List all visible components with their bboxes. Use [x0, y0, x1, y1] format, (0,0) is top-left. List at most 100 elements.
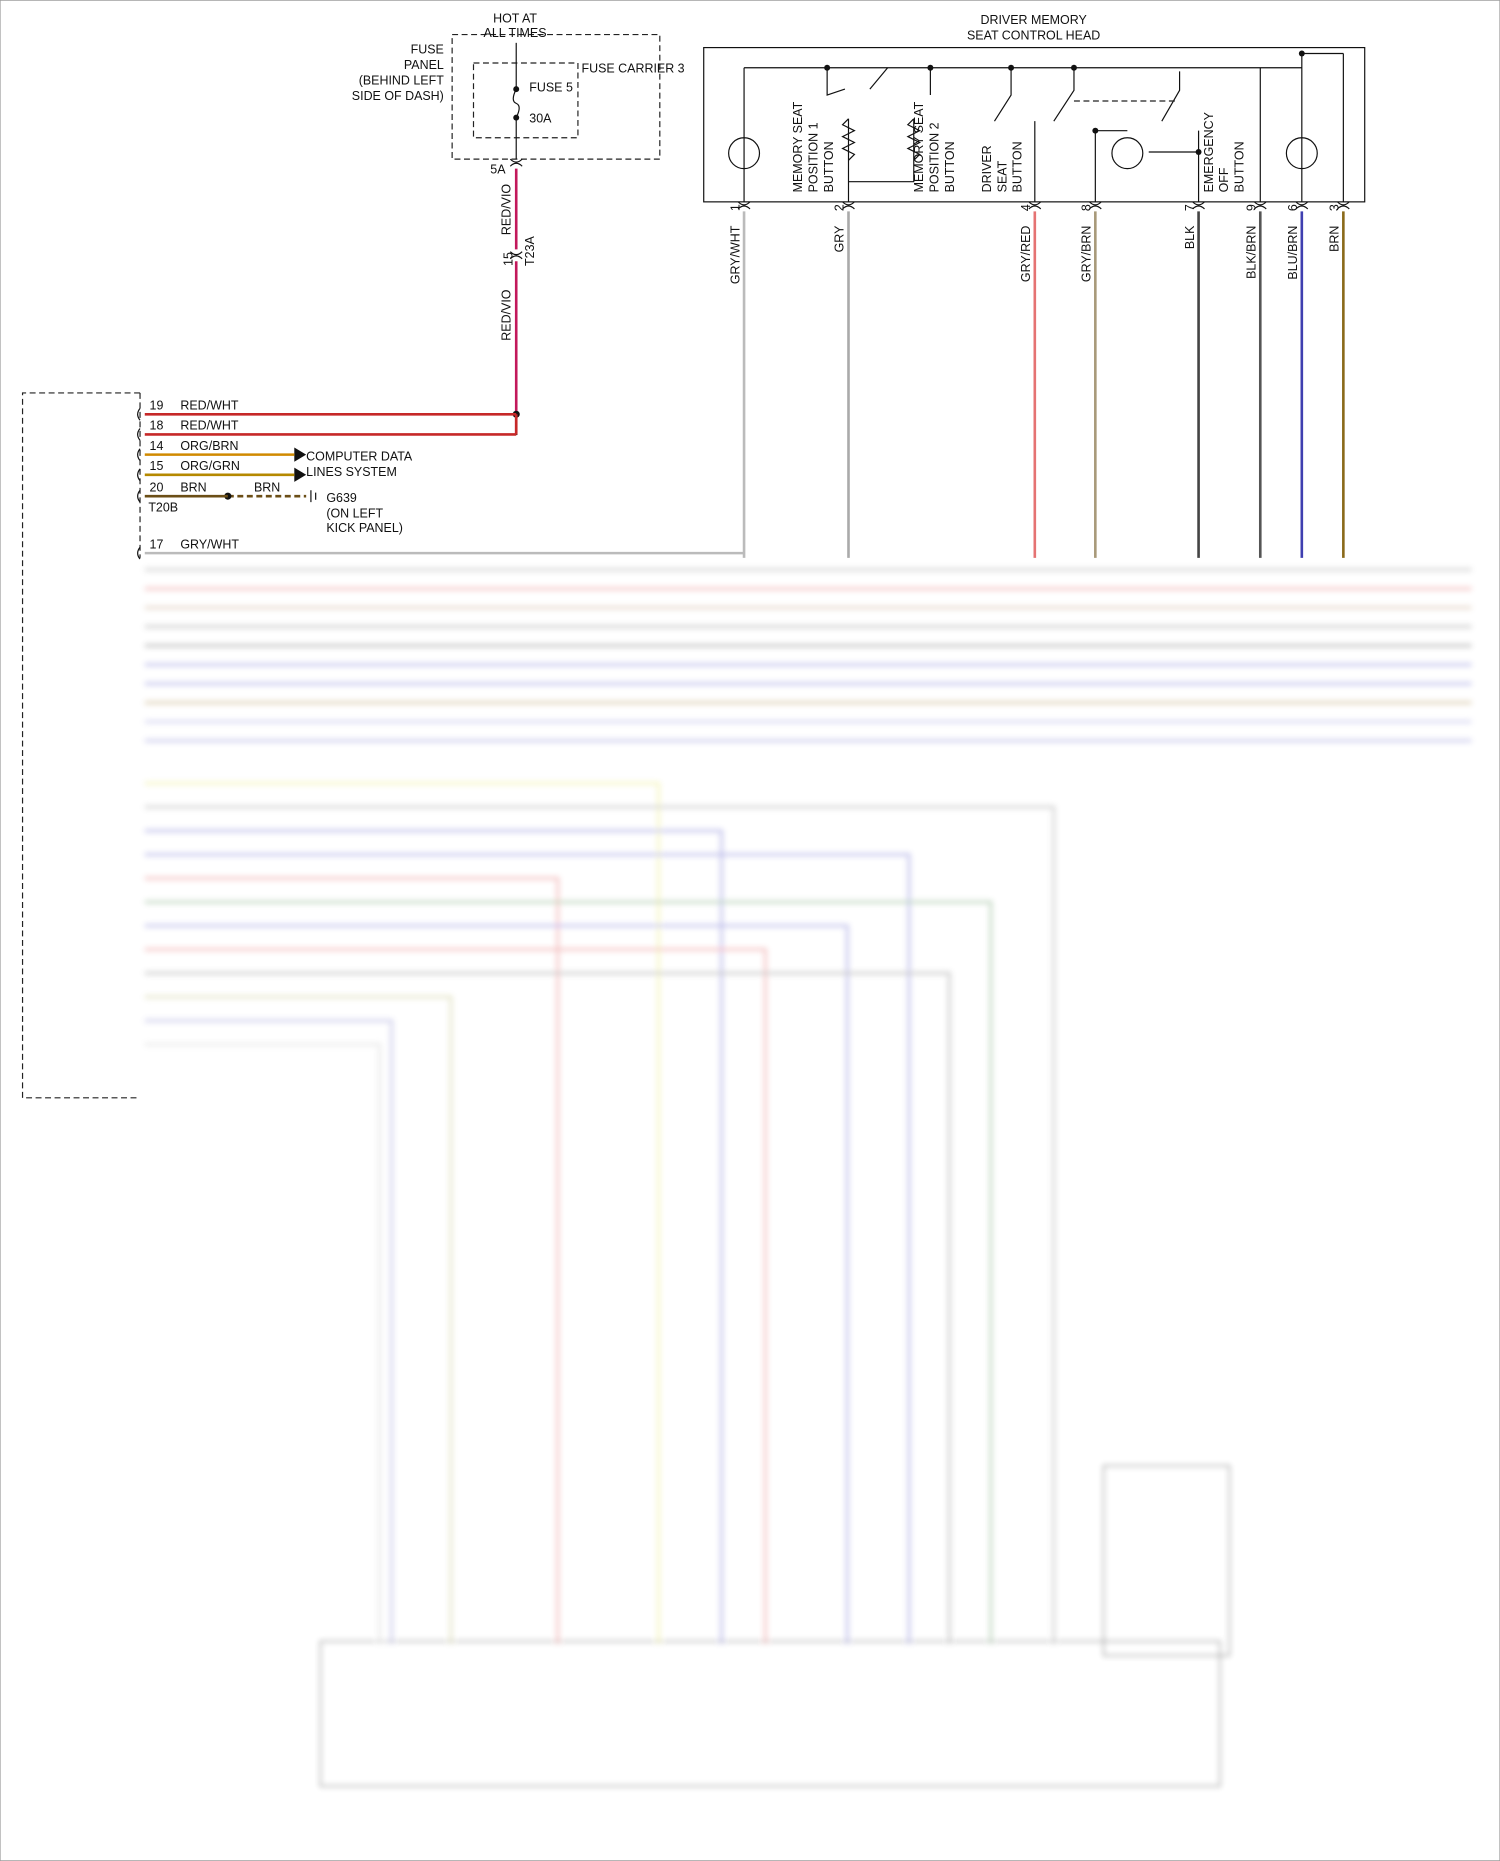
- fuse-label: FUSE 5: [529, 80, 573, 94]
- pin-symbol: [1028, 201, 1042, 210]
- pin-number: 20: [150, 480, 164, 494]
- pin-number: 8: [1080, 204, 1094, 211]
- switch-circuits: [826, 67, 1261, 202]
- wire-label: GRY/WHT: [728, 225, 742, 284]
- ground-location: (ON LEFT: [326, 507, 383, 521]
- blurred-wire: [144, 971, 951, 1644]
- pin-number: 9: [1245, 204, 1259, 211]
- pin-symbol: [1253, 201, 1267, 210]
- pin-symbol: [509, 158, 523, 167]
- blurred-component: [1103, 1465, 1231, 1657]
- button-label: BUTTON: [943, 141, 957, 192]
- button-label: POSITION 2: [928, 122, 942, 192]
- pin-symbol: [137, 468, 141, 482]
- wire-label: RED/VIO: [499, 184, 513, 236]
- wire-label: GRY/BRN: [1080, 226, 1094, 283]
- pin-symbol: [137, 407, 141, 421]
- connector-label: T20B: [148, 501, 178, 515]
- pin-symbol: [842, 201, 855, 210]
- pin-number: 6: [1286, 204, 1300, 211]
- fuse-panel-label: (BEHIND LEFT: [359, 73, 444, 87]
- fuse-panel-label: FUSE: [411, 43, 444, 57]
- led: [728, 137, 761, 170]
- button-label: BUTTON: [1011, 141, 1025, 192]
- blurred-wire: [144, 829, 723, 1644]
- button-label: BUTTON: [1233, 141, 1247, 192]
- pin-number: 18: [150, 419, 164, 433]
- blurred-wire: [144, 782, 660, 1644]
- junction-dots: [824, 50, 1305, 155]
- wire-label: RED/WHT: [180, 419, 238, 433]
- head-bus: [743, 52, 1344, 202]
- pin-number: 3: [1328, 204, 1342, 211]
- fuse-panel-label: PANEL: [404, 58, 444, 72]
- blurred-wire: [144, 1043, 382, 1644]
- blurred-wire: [144, 995, 453, 1644]
- button-label: DRIVER: [980, 145, 994, 192]
- ground-location: KICK PANEL): [326, 521, 403, 535]
- ground-label: G639: [326, 491, 357, 505]
- button-label: MEMORY SEAT: [791, 101, 805, 192]
- wire-label: BRN: [1328, 226, 1342, 252]
- blurred-component: [319, 1640, 1221, 1787]
- blurred-wire: [144, 805, 1056, 1644]
- button-label: EMERGENCY: [1202, 111, 1216, 192]
- head-title: DRIVER MEMORY: [980, 13, 1087, 27]
- hot-label: ALL TIMES: [484, 26, 547, 40]
- connector-symbol: [509, 251, 523, 260]
- pin-number: 19: [150, 399, 164, 413]
- pin-symbol: [1295, 201, 1309, 210]
- fuse-panel-box: [451, 33, 661, 160]
- wire-label: BRN: [180, 480, 206, 494]
- wire-label: RED/WHT: [180, 399, 238, 413]
- pin-number: 15: [150, 459, 164, 473]
- blurred-wire: [144, 900, 993, 1644]
- pin-number: 14: [150, 439, 164, 453]
- wire-label: GRY/RED: [1019, 226, 1033, 283]
- blurred-wire: [144, 876, 560, 1644]
- pin-symbol: [1192, 201, 1205, 210]
- connector-label: T23A: [523, 235, 537, 265]
- button-label: OFF: [1217, 167, 1231, 192]
- pin-symbol: [737, 201, 751, 210]
- fuse-symbol: [512, 88, 520, 118]
- fuse-rating: 30A: [529, 111, 552, 125]
- button-label: BUTTON: [822, 141, 836, 192]
- pin-symbol: [137, 489, 141, 503]
- wire-label: BRN: [254, 480, 280, 494]
- pin-symbol: [1088, 201, 1102, 210]
- pin-symbol: [137, 546, 141, 560]
- fuse-terminal: [513, 86, 520, 93]
- blurred-wire: [144, 853, 911, 1644]
- hot-label: HOT AT: [493, 12, 537, 26]
- led: [1111, 137, 1144, 170]
- wire-label: BLK: [1183, 225, 1197, 249]
- blurred-wire: [144, 948, 767, 1644]
- pin-number: 7: [1183, 204, 1197, 211]
- pin-number: 1: [728, 204, 742, 211]
- led: [1285, 137, 1318, 170]
- button-label: POSITION 1: [807, 122, 821, 192]
- wire-label: BLU/BRN: [1286, 226, 1300, 280]
- pin-number: 4: [1019, 204, 1033, 211]
- blurred-wire: [144, 1019, 393, 1644]
- ground-symbol: [310, 490, 317, 503]
- pin-symbol: [1337, 201, 1350, 210]
- button-label: MEMORY SEAT: [912, 101, 926, 192]
- data-lines-label: COMPUTER DATA: [306, 450, 413, 464]
- fuse-carrier-label: FUSE CARRIER 3: [581, 62, 684, 76]
- blurred-wire: [144, 924, 849, 1644]
- pin-symbol: [137, 448, 141, 461]
- pin-number: 2: [833, 204, 847, 211]
- wire-label: GRY/WHT: [180, 537, 239, 551]
- data-lines-label: LINES SYSTEM: [306, 465, 397, 479]
- arrows: [294, 447, 307, 482]
- wire-label: ORG/BRN: [180, 439, 238, 453]
- splice: [224, 492, 232, 500]
- pin-number: 17: [150, 537, 164, 551]
- pin-label: 15: [502, 252, 516, 266]
- blurred-region: [144, 568, 1472, 1787]
